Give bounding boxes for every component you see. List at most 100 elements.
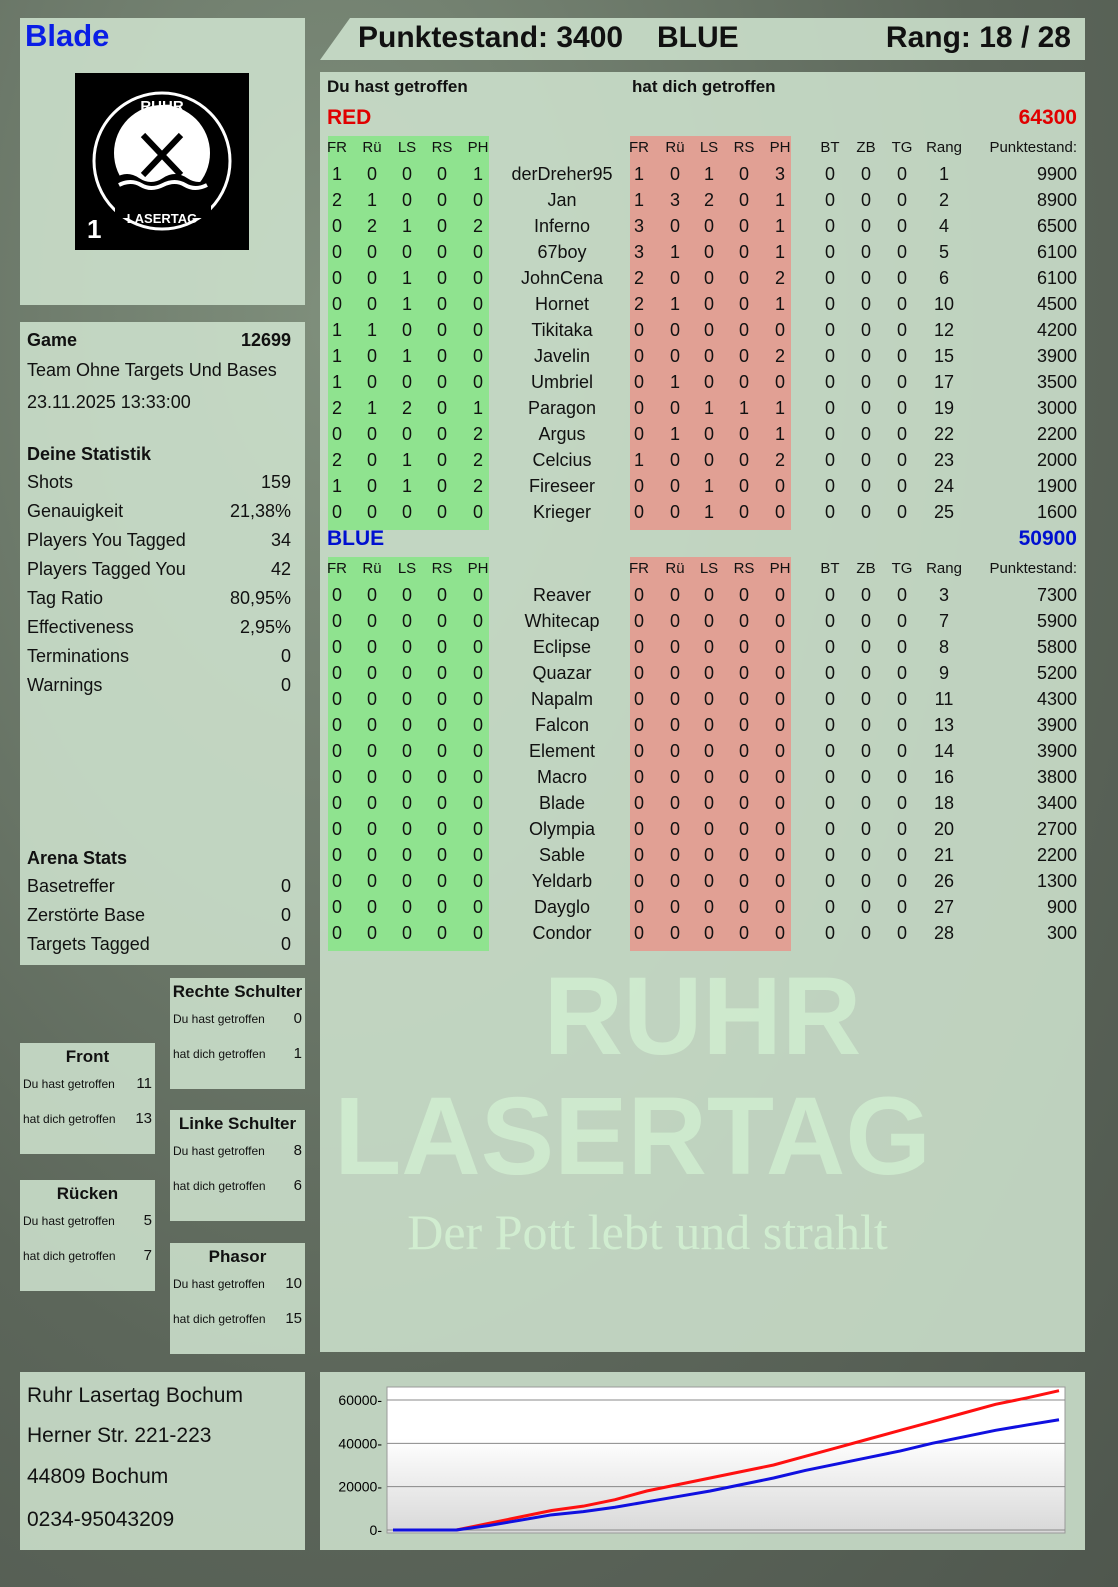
zb-cell: 0 [860, 689, 871, 709]
zb-cell: 0 [860, 268, 871, 288]
hit-you-cell: 1 [774, 216, 785, 236]
points-cell: 6100 [1036, 242, 1077, 262]
you-hit-cell: 0 [331, 611, 342, 631]
you-hit-cell: 0 [401, 689, 412, 709]
you-hit-cell: 1 [366, 190, 377, 210]
zb-cell: 0 [860, 585, 871, 605]
hit-you-cell: 0 [703, 450, 714, 470]
you-hit-cell: 0 [472, 242, 483, 262]
hit-you-cell: 0 [738, 242, 749, 262]
tg-cell: 0 [896, 190, 907, 210]
column-header: Punktestand: [989, 139, 1077, 156]
team-name: BLUE [327, 527, 385, 550]
you-hit-cell: 0 [472, 611, 483, 631]
you-hit-cell: 0 [436, 637, 447, 657]
hit-you-cell: 0 [774, 741, 785, 761]
zb-cell: 0 [860, 741, 871, 761]
rank-cell: 4 [938, 216, 949, 236]
you-hit-cell: 1 [472, 164, 483, 184]
you-hit-cell: 1 [401, 268, 412, 288]
column-header: BT [820, 560, 840, 577]
tg-cell: 0 [896, 715, 907, 735]
tg-cell: 0 [896, 741, 907, 761]
you-hit-cell: 0 [436, 611, 447, 631]
game-mode: Team Ohne Targets Und Bases [27, 360, 277, 380]
hit-you-cell: 0 [633, 715, 644, 735]
you-hit-cell: 2 [401, 398, 412, 418]
you-hit-cell: 0 [436, 689, 447, 709]
hit-you-cell: 0 [738, 845, 749, 865]
rank-cell: 7 [938, 611, 949, 631]
points-cell: 4500 [1036, 294, 1077, 314]
stat-value: 80,95% [229, 588, 291, 608]
hit-you-cell: 0 [669, 320, 680, 340]
hit-you-cell: 0 [738, 502, 749, 522]
you-hit-cell: 0 [401, 585, 412, 605]
points-cell: 4300 [1036, 689, 1077, 709]
column-header: FR [327, 139, 347, 156]
hit-you-cell: 0 [774, 897, 785, 917]
player-name-cell: Eclipse [532, 637, 592, 657]
column-header: ZB [856, 139, 876, 156]
you-hit-cell: 1 [401, 450, 412, 470]
player-name-cell: Reaver [532, 585, 592, 605]
stat-value: 34 [270, 530, 291, 550]
player-name-cell: Paragon [527, 398, 597, 418]
player-name-cell: Macro [536, 767, 587, 787]
rank-cell: 5 [938, 242, 949, 262]
you-hit-cell: 2 [331, 398, 342, 418]
hit-you-cell: 0 [738, 819, 749, 839]
you-hit-cell: 0 [331, 845, 342, 865]
tg-cell: 0 [896, 320, 907, 340]
hit-you-cell: 0 [669, 611, 680, 631]
y-tick-label: 0- [370, 1522, 383, 1538]
you-hit-cell: 0 [401, 663, 412, 683]
hit-you-cell: 1 [669, 372, 680, 392]
you-hit-cell: 0 [436, 164, 447, 184]
hit-you-cell: 3 [669, 190, 680, 210]
address-line: Herner Str. 221-223 [27, 1424, 212, 1447]
player-name-cell: 67boy [537, 242, 587, 262]
zone-you-hit-value: 5 [143, 1212, 152, 1229]
player-name-cell: Sable [538, 845, 586, 865]
hit-you-cell: 0 [669, 216, 680, 236]
hit-zone-panel: Phasor Du hast getroffen 10 hat dich getrof… [170, 1243, 305, 1354]
you-hit-cell: 0 [401, 164, 412, 184]
rank-cell: 23 [933, 450, 955, 470]
hit-you-cell: 0 [703, 320, 714, 340]
points-cell: 2700 [1036, 819, 1077, 839]
points-cell: 5900 [1036, 611, 1077, 631]
bt-cell: 0 [824, 216, 835, 236]
player-name-cell: Celcius [532, 450, 592, 470]
tg-cell: 0 [896, 819, 907, 839]
column-header: FR [629, 560, 649, 577]
zb-cell: 0 [860, 715, 871, 735]
you-hit-cell: 0 [331, 294, 342, 314]
y-tick-label: 40000- [338, 1435, 382, 1451]
you-hit-cell: 0 [331, 242, 342, 262]
player-name-cell: Dayglo [533, 897, 591, 917]
player-name-cell: Javelin [533, 346, 591, 366]
column-header: LS [397, 560, 417, 577]
hit-you-cell: 0 [633, 502, 644, 522]
hit-you-cell: 1 [703, 502, 714, 522]
column-header: Rü [362, 560, 382, 577]
column-header: Rang [926, 139, 962, 156]
stat-value: 0 [280, 646, 291, 666]
bt-cell: 0 [824, 398, 835, 418]
you-hit-cell: 0 [401, 897, 412, 917]
stat-row: Players Tagged You 42 [27, 559, 291, 580]
hit-you-cell: 0 [669, 585, 680, 605]
zone-you-hit-label: Du hast getroffen [173, 1277, 265, 1291]
stat-label: Warnings [27, 675, 103, 695]
score-chart: 0- 20000- 40000- 60000- [338, 1386, 1066, 1538]
watermark-slogan: Der Pott lebt und strahlt [407, 1204, 888, 1260]
game-label: Game [27, 330, 78, 350]
series-line-1 [393, 1418, 1060, 1532]
arena-title: Arena Stats [27, 848, 128, 868]
you-hit-cell: 1 [401, 346, 412, 366]
you-hit-cell: 0 [436, 424, 447, 444]
you-hit-cell: 1 [366, 320, 377, 340]
zone-title: Phasor [208, 1247, 267, 1266]
hit-you-cell: 0 [669, 450, 680, 470]
